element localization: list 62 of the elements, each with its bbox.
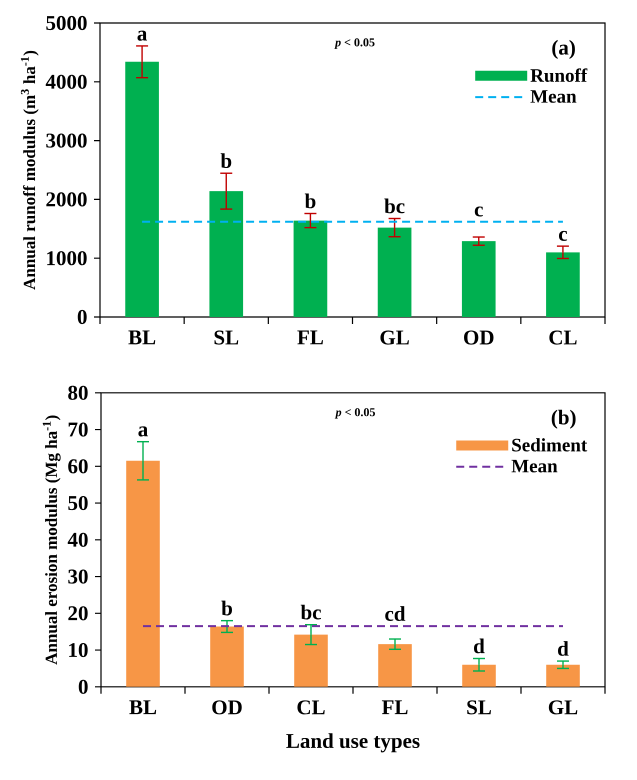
legend-label: Sediment (512, 438, 588, 452)
data-label: b (221, 600, 232, 616)
y-tick-label: 30 (68, 569, 88, 584)
y-tick-label: 10 (69, 642, 88, 658)
y-tick-label: 40 (68, 532, 88, 547)
x-tick-label: OD (464, 330, 494, 345)
bar (378, 228, 412, 317)
bar (546, 252, 580, 317)
annotation: (a) (552, 40, 575, 59)
data-label: bc (300, 604, 321, 620)
x-tick-label: OD (212, 700, 242, 714)
x-tick-label: CL (549, 330, 577, 345)
y-tick-label: 70 (68, 422, 88, 437)
x-tick-label: FL (382, 700, 408, 714)
x-axis-title: Land use types (286, 733, 420, 752)
y-tick-label: 2000 (46, 192, 87, 206)
bar (462, 664, 496, 687)
data-label: c (558, 230, 568, 241)
annotation: p < 0.05 (334, 408, 375, 419)
x-tick-label: SL (214, 330, 238, 345)
y-tick-label: 0 (78, 680, 88, 694)
bar (210, 626, 244, 687)
y-tick-label: 20 (68, 606, 88, 620)
data-label: b (304, 194, 316, 208)
x-tick-label: GL (548, 700, 578, 714)
x-tick-label: SL (467, 700, 491, 714)
legend-label: Mean (512, 460, 558, 472)
data-label: a (138, 30, 148, 41)
bar (125, 62, 159, 317)
y-axis-title: Annual erosion modulus (Mg ha$^{-1}$) (42, 416, 61, 665)
y-tick-label: 50 (68, 496, 88, 510)
data-label: a (138, 426, 148, 436)
data-label: cd (385, 606, 406, 621)
data-label: d (558, 641, 569, 656)
x-tick-label: BL (129, 700, 156, 714)
y-tick-label: 5000 (46, 16, 87, 30)
legend-label: Runoff (530, 68, 588, 82)
y-tick-label: 1000 (47, 251, 87, 266)
annotation: (b) (552, 410, 576, 429)
y-tick-label: 4000 (46, 74, 87, 89)
x-tick-label: GL (380, 330, 409, 345)
bar (209, 191, 244, 317)
x-tick-label: CL (297, 700, 325, 714)
x-tick-label: BL (128, 330, 156, 344)
bar (294, 220, 328, 317)
data-label: bc (384, 198, 405, 214)
annotation: p < 0.05 (334, 38, 375, 49)
bar (126, 460, 160, 687)
legend-label: Mean (530, 90, 576, 103)
y-tick-label: 80 (68, 386, 88, 400)
data-label: b (220, 153, 232, 168)
data-label: d (474, 638, 485, 654)
bar (294, 634, 328, 687)
bar (546, 664, 580, 687)
bar (462, 241, 496, 317)
bar (378, 644, 412, 687)
y-tick-label: 60 (68, 459, 88, 474)
y-axis-title: Annual runoff modulus (m$^{3}$ ha$^{-1}$) (20, 50, 39, 290)
y-tick-label: 3000 (46, 134, 87, 148)
y-tick-label: 0 (78, 310, 87, 324)
x-tick-label: FL (297, 330, 323, 344)
data-label: c (474, 206, 483, 217)
